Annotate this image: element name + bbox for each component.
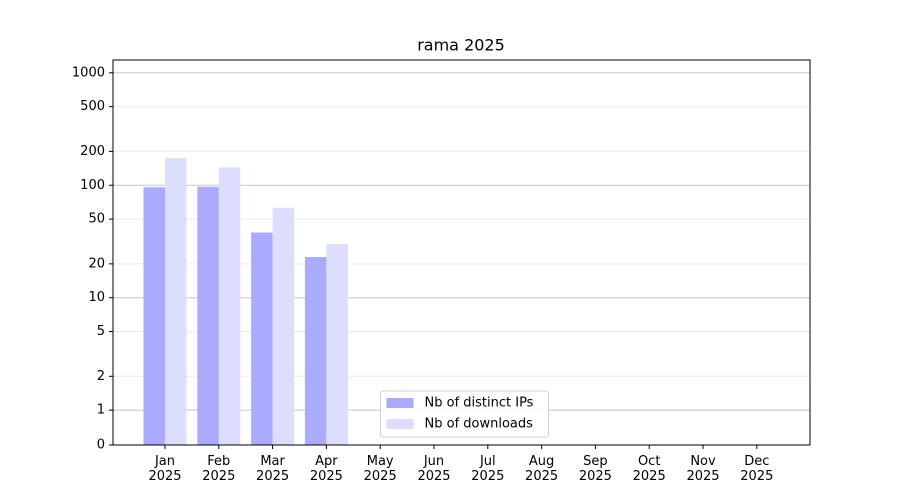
y-tick-label: 500 <box>80 99 105 114</box>
y-tick-label: 1 <box>97 403 105 418</box>
x-tick-label: Dec 2025 <box>740 454 774 484</box>
bar <box>272 207 295 445</box>
bar <box>304 257 327 445</box>
x-tick-label: Jan 2025 <box>148 454 182 484</box>
legend-label: Nb of distinct IPs <box>425 396 534 411</box>
bar <box>143 187 165 445</box>
y-tick-label: 100 <box>80 178 105 193</box>
legend-box <box>380 390 549 438</box>
x-tick-label: Mar 2025 <box>256 454 290 484</box>
x-tick-label: Feb 2025 <box>202 454 236 484</box>
legend-swatch <box>386 419 414 429</box>
chart-title: rama 2025 <box>417 36 505 55</box>
y-tick-label: 5 <box>97 324 105 339</box>
x-tick-label: May 2025 <box>363 454 397 484</box>
x-tick-label: Jun 2025 <box>417 454 451 484</box>
plot-frame <box>112 59 811 446</box>
y-tick-label: 1000 <box>72 65 105 80</box>
x-tick-label: Sep 2025 <box>578 454 612 484</box>
y-tick-label: 2 <box>97 369 105 384</box>
legend-label: Nb of downloads <box>425 417 534 432</box>
y-tick-label: 50 <box>88 212 105 227</box>
y-tick-label: 0 <box>97 438 105 453</box>
bar <box>197 186 219 446</box>
y-tick-label: 20 <box>88 256 105 271</box>
x-tick-label: Oct 2025 <box>632 454 666 484</box>
bar <box>251 232 273 445</box>
bar <box>326 244 348 445</box>
y-tick-label: 200 <box>80 144 105 159</box>
x-tick-label: Apr 2025 <box>309 454 343 484</box>
y-tick-label: 10 <box>88 290 105 305</box>
x-tick-label: Jul 2025 <box>471 454 505 484</box>
legend-swatch <box>386 398 414 408</box>
x-tick-label: Aug 2025 <box>525 454 559 484</box>
bar <box>165 158 187 445</box>
bar <box>218 167 241 446</box>
x-tick-label: Nov 2025 <box>686 454 720 484</box>
